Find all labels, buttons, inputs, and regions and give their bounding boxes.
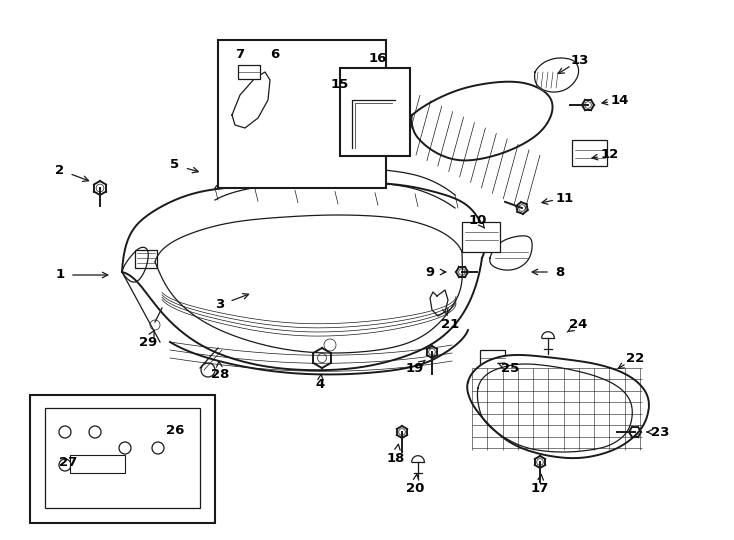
Text: 19: 19 xyxy=(406,361,424,375)
Polygon shape xyxy=(534,58,578,92)
Text: 29: 29 xyxy=(139,335,157,348)
Text: 8: 8 xyxy=(556,266,564,279)
Text: 14: 14 xyxy=(611,93,629,106)
Bar xyxy=(572,140,607,166)
Bar xyxy=(462,222,500,252)
Text: 15: 15 xyxy=(331,78,349,91)
Polygon shape xyxy=(411,82,553,160)
Text: 22: 22 xyxy=(626,352,644,365)
Bar xyxy=(135,250,157,268)
Text: 25: 25 xyxy=(501,361,519,375)
Polygon shape xyxy=(490,236,532,270)
Text: 23: 23 xyxy=(651,426,669,438)
Bar xyxy=(30,395,215,523)
Text: 2: 2 xyxy=(56,164,65,177)
Text: 5: 5 xyxy=(170,159,180,172)
Text: 7: 7 xyxy=(236,49,244,62)
Text: 24: 24 xyxy=(569,319,587,332)
Bar xyxy=(480,350,505,372)
Text: 16: 16 xyxy=(368,51,388,64)
Text: 1: 1 xyxy=(56,268,65,281)
Bar xyxy=(340,68,410,156)
Bar xyxy=(238,65,260,79)
Bar xyxy=(218,40,386,188)
Text: 13: 13 xyxy=(571,53,589,66)
Text: 4: 4 xyxy=(316,379,324,392)
Text: 21: 21 xyxy=(441,319,459,332)
Text: 27: 27 xyxy=(59,456,77,469)
Text: 10: 10 xyxy=(469,213,487,226)
Bar xyxy=(45,408,200,508)
Text: 6: 6 xyxy=(270,49,280,62)
Text: 20: 20 xyxy=(406,482,424,495)
Bar xyxy=(70,455,125,473)
Polygon shape xyxy=(468,355,649,458)
Text: 3: 3 xyxy=(215,299,225,312)
Text: 26: 26 xyxy=(166,423,184,436)
Text: 18: 18 xyxy=(387,451,405,464)
Text: 17: 17 xyxy=(531,482,549,495)
Text: 12: 12 xyxy=(601,148,619,161)
Text: 28: 28 xyxy=(211,368,229,381)
Text: 9: 9 xyxy=(426,266,435,279)
Text: 11: 11 xyxy=(556,192,574,205)
